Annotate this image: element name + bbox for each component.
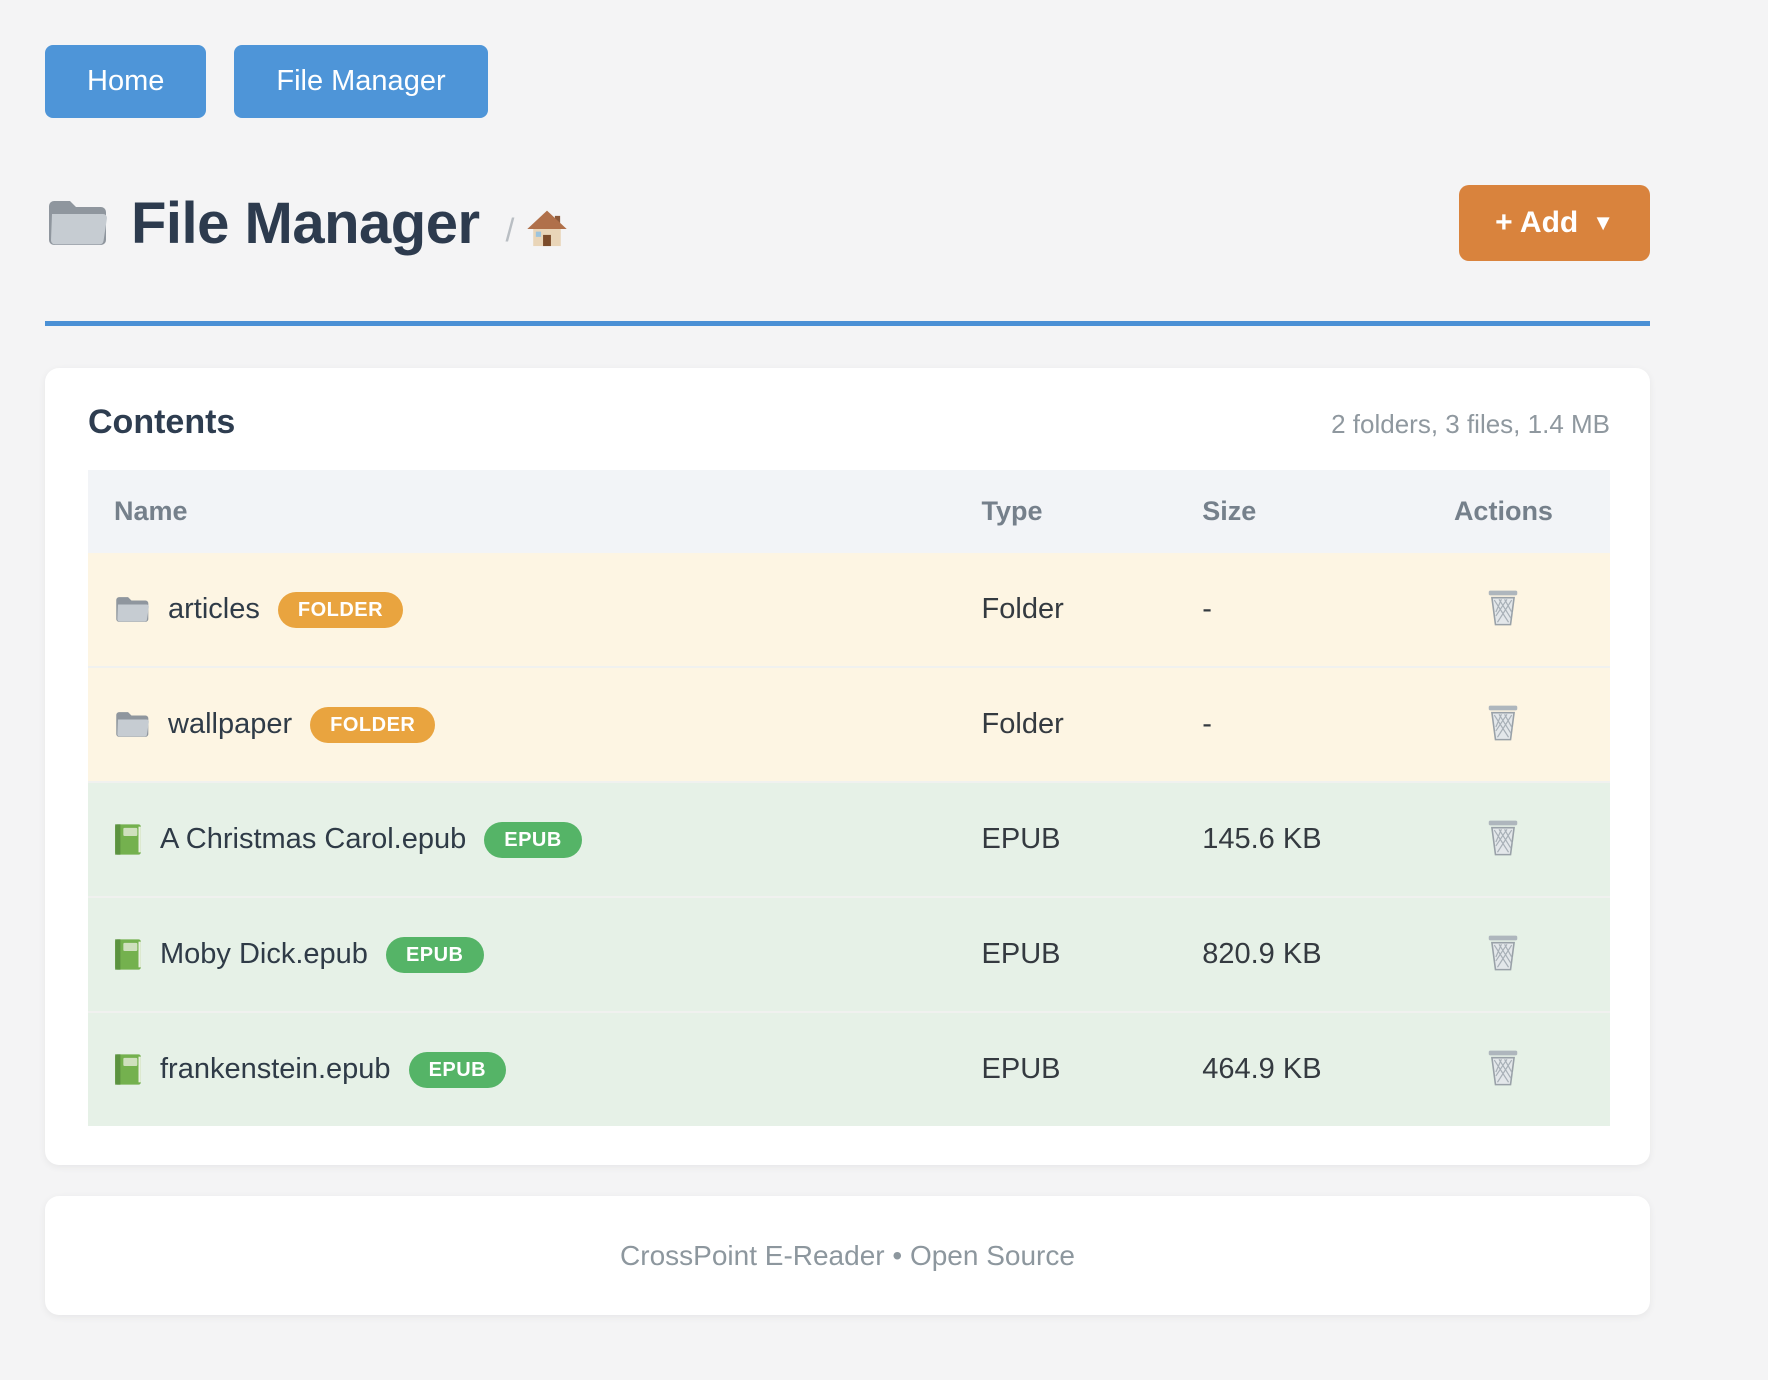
home-button[interactable]: Home [45,45,207,118]
column-header-actions: Actions [1396,470,1610,553]
entry-type: EPUB [955,896,1177,1012]
table-row[interactable]: A Christmas Carol.epub EPUB EPUB 145.6 K… [88,781,1610,897]
column-header-type: Type [955,470,1177,553]
house-icon [527,210,568,247]
trash-icon [1488,1049,1519,1085]
entry-name[interactable]: wallpaper [168,708,293,740]
table-row[interactable]: frankenstein.epub EPUB EPUB 464.9 KB [88,1011,1610,1126]
entry-size: - [1176,666,1397,782]
folder-badge: FOLDER [310,706,436,743]
column-header-name: Name [88,470,956,553]
trash-icon [1488,589,1519,625]
file-table: Name Type Size Actions articles FOLDER [88,470,1610,1126]
contents-card: Contents 2 folders, 3 files, 1.4 MB Name… [45,368,1650,1165]
entry-name[interactable]: frankenstein.epub [160,1053,391,1085]
folder-icon [116,597,149,622]
delete-button[interactable] [1483,815,1523,864]
trash-icon [1488,704,1519,740]
contents-title: Contents [88,403,236,441]
table-header-row: Name Type Size Actions [88,470,1610,553]
title-rule [45,321,1650,326]
table-row[interactable]: wallpaper FOLDER Folder - [88,666,1610,782]
add-button-label: + Add [1495,206,1579,239]
folder-icon [49,201,107,245]
breadcrumb-separator: / [505,211,515,248]
green-book-icon [115,824,141,855]
footer-card: CrossPoint E-Reader • Open Source [45,1196,1650,1315]
delete-button[interactable] [1483,930,1523,979]
green-book-icon [115,939,141,970]
epub-badge: EPUB [408,1051,507,1088]
breadcrumb-home[interactable] [526,208,568,250]
epub-badge: EPUB [385,936,484,973]
entry-size: 464.9 KB [1176,1011,1397,1126]
entry-name[interactable]: A Christmas Carol.epub [160,823,467,855]
entry-type: EPUB [955,1011,1177,1126]
entry-type: EPUB [955,781,1177,897]
top-nav: Home File Manager [45,0,1650,118]
entry-size: 820.9 KB [1176,896,1397,1012]
entry-name[interactable]: Moby Dick.epub [160,938,368,970]
delete-button[interactable] [1483,700,1523,749]
folder-badge: FOLDER [277,591,404,628]
entry-type: Folder [981,593,1064,625]
add-button[interactable]: + Add ▼ [1459,185,1650,261]
trash-icon [1488,819,1519,855]
contents-summary: 2 folders, 3 files, 1.4 MB [1331,409,1610,439]
page-title: File Manager [131,190,480,256]
entry-size: - [1202,593,1212,625]
caret-down-icon: ▼ [1592,210,1614,235]
delete-button[interactable] [1483,1045,1523,1094]
green-book-icon [115,1054,141,1085]
column-header-size: Size [1176,470,1397,553]
contents-header: Contents 2 folders, 3 files, 1.4 MB [88,398,1610,446]
page-header: File Manager / + Add ▼ [45,175,1650,271]
folder-icon [116,712,149,737]
footer-text: CrossPoint E-Reader • Open Source [620,1239,1075,1271]
file-manager-button[interactable]: File Manager [234,45,488,118]
table-row[interactable]: Moby Dick.epub EPUB EPUB 820.9 KB [88,896,1610,1012]
trash-icon [1488,934,1519,970]
page: Home File Manager File Manager / + Add ▼… [45,0,1650,1315]
entry-size: 145.6 KB [1176,781,1397,897]
epub-badge: EPUB [484,821,582,858]
delete-button[interactable] [1483,585,1523,634]
entry-type: Folder [955,666,1177,782]
entry-name[interactable]: articles [168,593,260,625]
table-row[interactable]: articles FOLDER Folder - [88,553,1610,667]
